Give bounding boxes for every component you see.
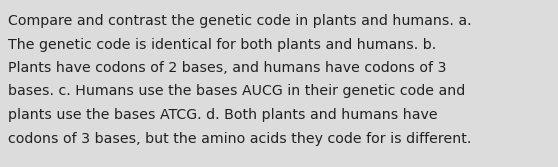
- Text: plants use the bases ATCG. d. Both plants and humans have: plants use the bases ATCG. d. Both plant…: [8, 108, 437, 122]
- Text: codons of 3 bases, but the amino acids they code for is different.: codons of 3 bases, but the amino acids t…: [8, 131, 472, 145]
- Text: Plants have codons of 2 bases, and humans have codons of 3: Plants have codons of 2 bases, and human…: [8, 61, 446, 75]
- Text: The genetic code is identical for both plants and humans. b.: The genetic code is identical for both p…: [8, 38, 436, 51]
- Text: bases. c. Humans use the bases AUCG in their genetic code and: bases. c. Humans use the bases AUCG in t…: [8, 85, 465, 99]
- Text: Compare and contrast the genetic code in plants and humans. a.: Compare and contrast the genetic code in…: [8, 14, 472, 28]
